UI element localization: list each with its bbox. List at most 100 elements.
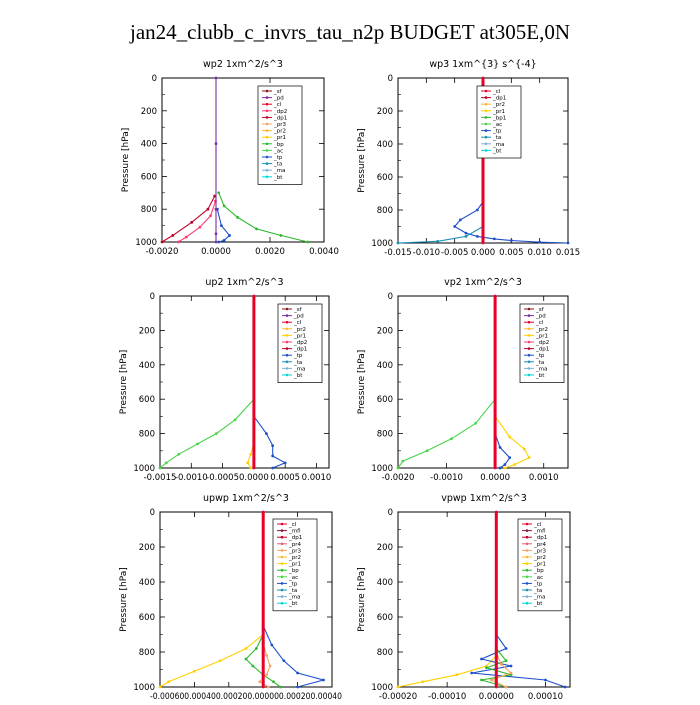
legend-label: _ta [533,588,542,594]
series-point-dp2 [198,225,202,229]
series-point-tp [265,432,268,435]
y-tick-label: 400 [377,578,393,588]
legend-marker [525,582,529,585]
legend-label: _dp2 [535,340,549,346]
x-tick-label: -0.0020 [146,247,179,257]
series-point-cl [261,580,265,584]
series-point-tp [508,456,512,460]
legend-label: _pr3 [288,548,302,554]
x-tick-label: 0.0020 [255,247,285,257]
legend-label: _cl [533,522,542,528]
y-tick-label: 600 [139,395,155,405]
legend-marker [527,307,531,311]
series-point-tp [498,466,502,470]
series-point-pr1 [503,466,507,470]
y-tick-label: 600 [139,613,155,623]
legend-marker [265,89,269,93]
legend-marker [280,575,284,579]
legend-marker [525,549,529,552]
series-point-pr1 [158,685,162,689]
legend-label: _ma [492,142,504,148]
series-point-cl [494,510,498,514]
series-point-dp1 [213,194,217,198]
series-line-pr1 [159,634,264,688]
legend: _cl_dp1_pr2_pr1_bp1_ac_tp_ta_ma_bt [476,85,522,159]
legend-marker [280,542,284,546]
series-point-tp [220,224,223,228]
series-point-tp [282,659,286,663]
legend: _sf_pd_cl_pr2_pr1_dp2_dp1_tp_ta_ma_bt [277,303,323,383]
legend-label: _sf [535,307,545,313]
series-point-tp [296,671,299,675]
legend-marker [285,360,289,364]
y-tick-label: 800 [141,205,157,215]
legend-marker [285,373,289,377]
series-point-cl [261,650,265,654]
legend-label: _dp1 [288,535,302,541]
legend-marker [525,529,529,532]
x-tick-label: 0.015 [556,248,580,258]
series-point-dp1 [171,234,175,237]
legend-marker [525,522,529,526]
series-point-bp [279,234,283,237]
series-point-bp [272,680,275,684]
series-point-tp [498,445,502,449]
series-line-ac [159,398,255,469]
series-point-dp2 [176,240,180,244]
legend-marker [527,340,531,344]
legend-marker [525,601,529,605]
series-line-bp [218,192,308,243]
legend-label: _pr4 [533,542,547,548]
y-tick-label: 600 [141,172,157,182]
series-point-bp [504,659,508,663]
y-tick-label: 400 [377,361,393,371]
legend-box [272,518,318,612]
legend-label: _ac [492,122,502,128]
series-point-bp [222,204,226,208]
legend-label: _bp1 [492,115,506,121]
legend-label: _pr2 [293,327,306,333]
y-tick-label: 200 [377,543,393,553]
legend-box [277,303,323,383]
legend-marker [525,595,529,598]
legend-marker [285,320,289,324]
series-point-dp1 [206,207,210,211]
legend-label: _dp2 [293,340,307,346]
x-tick-label: 0.0010 [302,473,332,483]
series-line-tp [262,625,326,688]
series-point-pr1 [246,461,250,465]
y-tick-label: 0 [152,74,157,84]
series-point-pr3 [266,685,270,689]
y-tick-label: 0 [150,508,155,518]
x-tick-label: -0.005 [441,248,468,258]
y-tick-label: 0 [388,292,393,302]
y-tick-label: 1000 [371,464,393,474]
legend-label: _ma [288,595,300,601]
series-point-ac [196,442,199,446]
legend-marker [280,549,284,552]
legend-label: _tp [273,155,283,161]
legend-label: _pr2 [533,555,546,561]
legend-marker [484,142,488,146]
panel-wp2: wp2 1xm^2/s^3 Pressure [hPa] 0 200 400 600 800… [121,59,339,257]
series-point-tp [492,237,496,241]
legend-marker [285,347,289,350]
series-point-pr3 [265,654,269,657]
legend-marker [527,347,531,350]
y-tick-label: 200 [141,107,157,117]
series-point-tp [475,235,479,238]
y-tick-label: 400 [141,140,157,150]
series-point-pr1 [508,435,512,439]
series-point-tp [504,647,508,650]
legend-label: _dp1 [273,115,287,121]
series-point-pr1 [249,466,253,470]
x-tick-label: 0.010 [527,248,551,258]
series-point-bp [255,227,258,231]
y-axis-label: Pressure [hPa] [357,128,367,193]
legend-marker [285,307,289,311]
y-tick-label: 400 [139,578,155,588]
x-tick-label: -0.015 [384,248,411,258]
series-point-cl [252,363,256,367]
legend-marker [280,555,284,559]
